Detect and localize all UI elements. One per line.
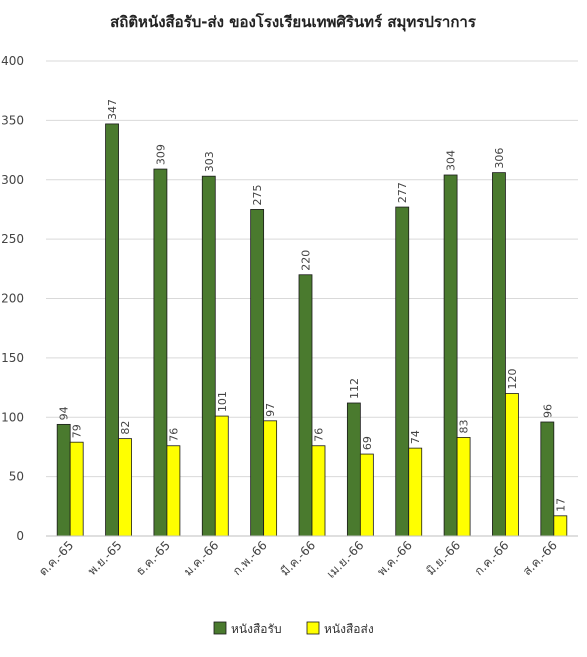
legend-swatch: [213, 621, 227, 635]
bars: [56, 123, 568, 537]
legend-label: หนังสือส่ง: [324, 622, 374, 636]
bar-sent: [408, 447, 423, 537]
bar-sent: [214, 415, 229, 537]
bar-sent: [311, 445, 326, 537]
bar-sent: [553, 515, 568, 537]
y-tick-label: 100: [1, 410, 24, 424]
y-tick-label: 50: [9, 470, 24, 484]
data-label-received: 304: [445, 150, 458, 171]
bar-received: [443, 174, 458, 537]
legend-swatch: [306, 621, 320, 635]
y-tick-label: 350: [1, 113, 24, 127]
x-tick-label: ม.ค.-66: [181, 538, 221, 578]
bar-sent: [456, 437, 471, 537]
x-tick-label: ก.ค.-66: [472, 538, 512, 578]
data-label-sent: 76: [167, 428, 180, 442]
bar-received: [153, 168, 168, 537]
data-label-sent: 17: [554, 498, 567, 512]
data-label-received: 96: [541, 404, 554, 418]
data-label-sent: 79: [71, 424, 84, 438]
bar-received: [492, 172, 506, 537]
y-tick-label: 250: [1, 232, 24, 246]
data-label-sent: 74: [409, 430, 422, 444]
x-tick-label: ส.ค.-66: [520, 538, 560, 578]
x-tick-label: พ.ค.-66: [374, 538, 414, 578]
bar-sent: [166, 445, 181, 537]
data-label-received: 309: [154, 144, 167, 165]
bar-received: [395, 206, 410, 537]
legend-label: หนังสือรับ: [231, 622, 282, 636]
data-label-received: 220: [300, 250, 313, 271]
x-tick-label: มิ.ย.-66: [423, 538, 463, 578]
bar-received: [298, 274, 313, 537]
data-label-sent: 82: [119, 421, 132, 435]
data-label-sent: 97: [264, 403, 277, 417]
x-tick-label: ธ.ค.-65: [133, 538, 173, 578]
data-label-received: 306: [493, 148, 506, 169]
data-label-sent: 76: [313, 428, 326, 442]
bar-sent: [118, 438, 132, 537]
x-tick-label: มี.ค.-66: [278, 538, 318, 578]
data-label-received: 94: [58, 406, 71, 420]
data-label-received: 303: [203, 151, 216, 172]
data-label-received: 277: [396, 182, 409, 203]
bar-sent: [359, 453, 374, 537]
bar-sent: [505, 393, 519, 537]
bar-sent: [69, 441, 84, 537]
bar-received: [540, 421, 555, 537]
y-axis-ticks: 0 50 100 150 200 250 300 350 400: [1, 54, 24, 543]
data-label-sent: 101: [216, 391, 229, 412]
bar-received: [346, 402, 361, 537]
y-tick-label: 0: [16, 529, 24, 543]
data-label-sent: 69: [361, 436, 374, 450]
y-tick-label: 300: [1, 173, 24, 187]
legend: หนังสือรับ หนังสือส่ง: [213, 621, 374, 636]
data-label-sent: 120: [506, 369, 519, 390]
bar-received: [201, 175, 216, 537]
y-tick-label: 200: [1, 292, 24, 306]
data-label-sent: 83: [458, 419, 471, 433]
x-tick-label: ต.ค.-65: [36, 538, 76, 578]
chart-title: สถิติหนังสือรับ-ส่ง ของโรงเรียนเทพศิรินท…: [110, 12, 477, 32]
data-label-received: 275: [251, 184, 264, 205]
data-label-received: 347: [106, 99, 119, 120]
bar-received: [56, 423, 71, 537]
y-tick-label: 150: [1, 351, 24, 365]
bar-received: [250, 209, 265, 537]
bar-received: [105, 123, 119, 537]
x-axis-ticks: ต.ค.-65 พ.ย.-65 ธ.ค.-65 ม.ค.-66 ก.พ.-66 มี.ค.…: [36, 538, 560, 581]
x-tick-label: เม.ย.-66: [324, 538, 367, 581]
x-tick-label: ก.พ.-66: [230, 538, 270, 578]
y-tick-label: 400: [1, 54, 24, 68]
x-tick-label: พ.ย.-65: [85, 538, 125, 578]
data-label-received: 112: [348, 378, 361, 399]
bar-sent: [263, 420, 278, 537]
